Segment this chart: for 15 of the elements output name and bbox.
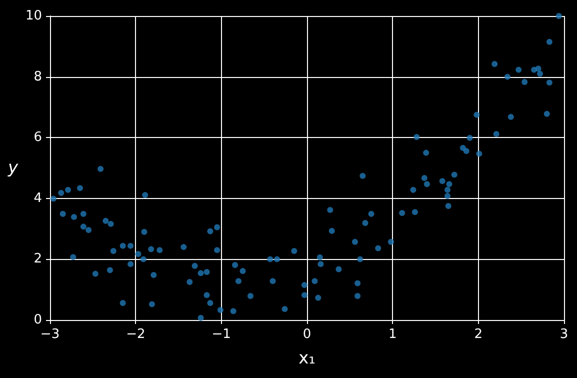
- y-tick-label: 10: [25, 8, 42, 24]
- x-tick-label: 3: [560, 327, 568, 342]
- y-axis-title: y: [6, 158, 19, 178]
- x-tick-label: 1: [388, 327, 397, 342]
- x-tick-label: −3: [40, 327, 60, 342]
- x-tick-label: 0: [302, 327, 312, 342]
- y-tick-label: 0: [34, 312, 42, 328]
- x-axis-title: x₁: [298, 348, 316, 368]
- y-tick-label: 4: [34, 190, 42, 206]
- y-tick-label: 6: [34, 130, 42, 146]
- x-tick-label: −1: [212, 327, 231, 342]
- y-tick-label: 2: [34, 252, 42, 267]
- y-tick-label: 8: [34, 69, 42, 84]
- x-tick-label: −2: [126, 327, 146, 342]
- x-tick-label: 2: [474, 327, 482, 342]
